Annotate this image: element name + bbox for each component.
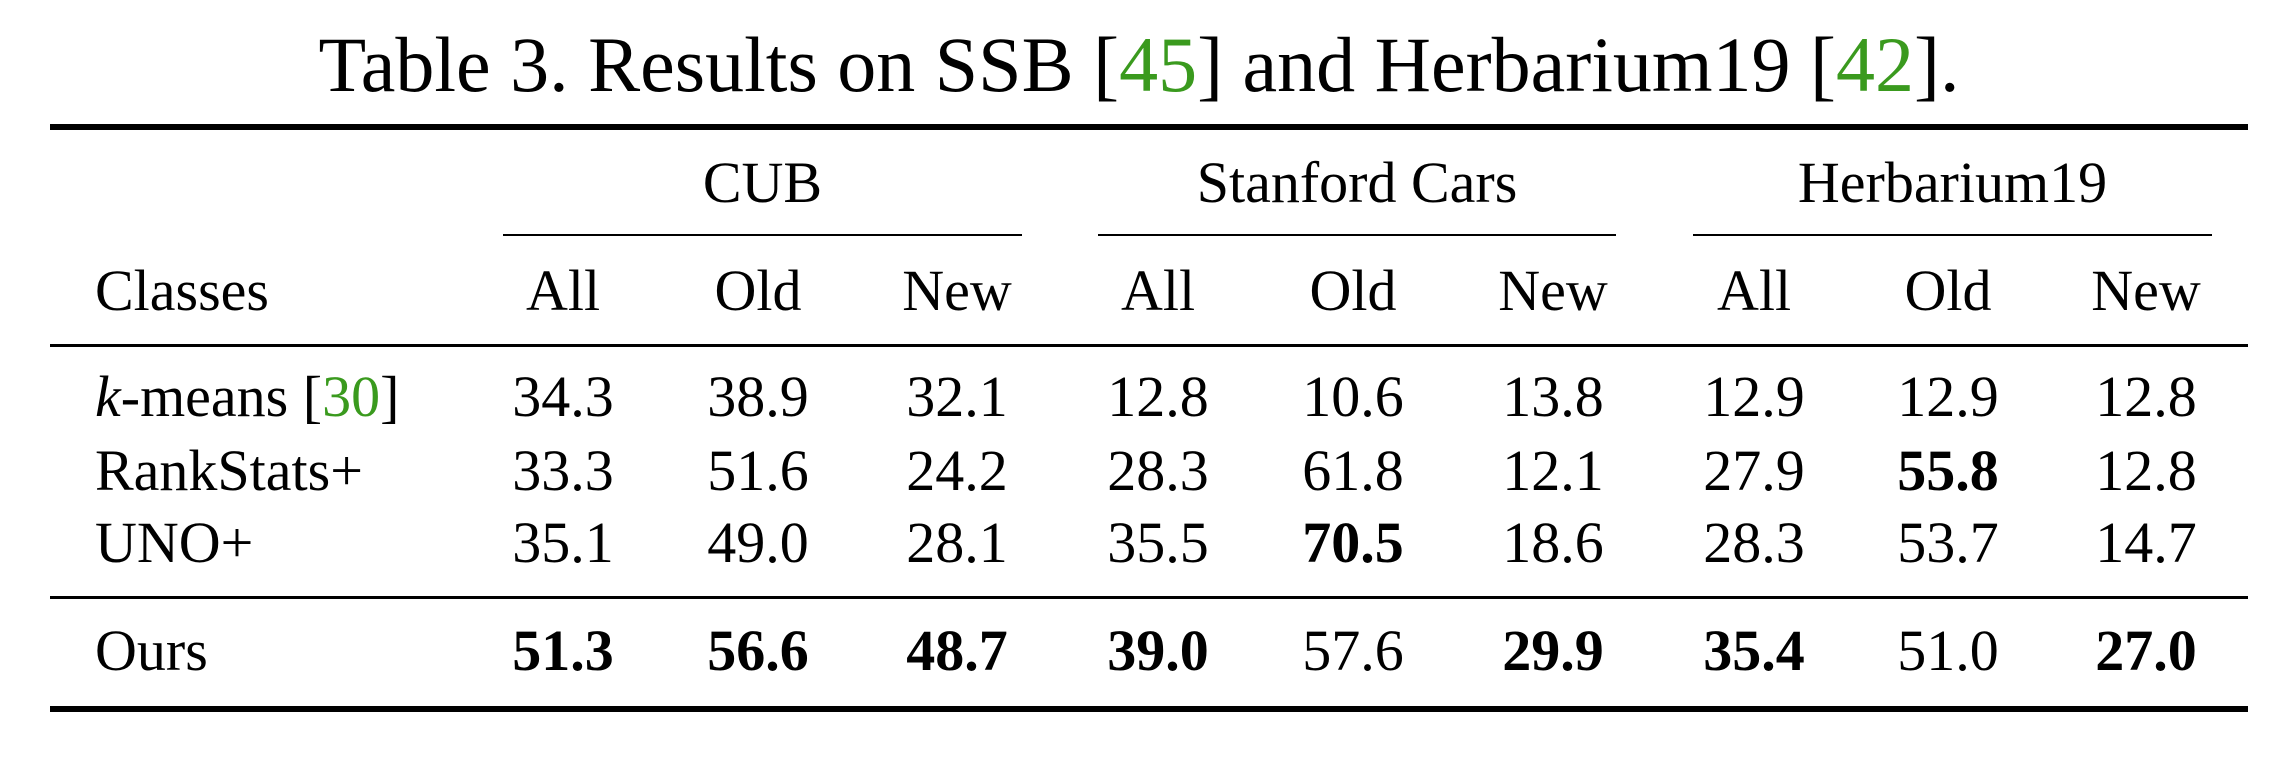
table-cell: 35.1	[512, 510, 614, 575]
column-header: All	[525, 258, 601, 323]
table-cell: 13.8	[1502, 364, 1604, 429]
table-cell: 49.0	[707, 510, 809, 575]
table-caption: Table 3. Results on SSB [45] and Herbari…	[0, 20, 2278, 110]
column-header: New	[2091, 258, 2201, 323]
group-underline	[1098, 234, 1616, 236]
column-header: Old	[1309, 258, 1397, 323]
table-cell: 61.8	[1302, 438, 1404, 503]
method-name-text: UNO+	[95, 510, 254, 575]
table-cell: 34.3	[512, 364, 614, 429]
caption-suffix: ].	[1914, 21, 1960, 108]
method-name: RankStats+	[95, 436, 363, 506]
method-name-text: RankStats+	[95, 438, 363, 503]
table-bottom-rule	[50, 706, 2248, 712]
method-name-text: Ours	[95, 618, 208, 683]
table-cell: 51.3	[512, 618, 614, 683]
column-header: All	[1120, 258, 1196, 323]
citation-link[interactable]: 42	[1836, 21, 1915, 108]
method-name: k-means [30]	[95, 362, 399, 432]
table-cell: 56.6	[707, 618, 809, 683]
group-underline	[1693, 234, 2212, 236]
caption-prefix: Table 3. Results on SSB [	[318, 21, 1120, 108]
group-header: Herbarium19	[1797, 150, 2108, 215]
table-cell: 57.6	[1302, 618, 1404, 683]
citation-link[interactable]: 45	[1119, 21, 1198, 108]
table-cell: 28.1	[906, 510, 1008, 575]
group-header: Stanford Cars	[1196, 150, 1518, 215]
table-cell: 12.8	[2095, 438, 2197, 503]
table-cell: 14.7	[2095, 510, 2197, 575]
method-name: Ours	[95, 616, 208, 686]
table-cell: 12.1	[1502, 438, 1604, 503]
table-cell: 29.9	[1502, 618, 1604, 683]
table-cell: 51.0	[1897, 618, 1999, 683]
table-cell: 38.9	[707, 364, 809, 429]
column-header: All	[1716, 258, 1792, 323]
column-header: Old	[1904, 258, 1992, 323]
table-cell: 12.9	[1703, 364, 1805, 429]
table-cell: 32.1	[906, 364, 1008, 429]
column-header: Old	[714, 258, 802, 323]
table-cell: 48.7	[906, 618, 1008, 683]
table-cell: 24.2	[906, 438, 1008, 503]
table-cell: 10.6	[1302, 364, 1404, 429]
table-cell: 12.9	[1897, 364, 1999, 429]
table-cell: 55.8	[1897, 438, 1999, 503]
method-name-italic: k	[95, 364, 121, 429]
table-cell: 51.6	[707, 438, 809, 503]
table-cell: 70.5	[1302, 510, 1404, 575]
column-header: New	[1498, 258, 1608, 323]
caption-middle: ] and Herbarium19 [	[1197, 21, 1837, 108]
header-bottom-rule	[50, 344, 2248, 347]
table-cell: 28.3	[1107, 438, 1209, 503]
method-name: UNO+	[95, 508, 253, 578]
group-underline	[503, 234, 1022, 236]
method-name-text: ]	[380, 364, 400, 429]
table-cell: 28.3	[1703, 510, 1805, 575]
table-cell: 12.8	[2095, 364, 2197, 429]
row-header-label: Classes	[95, 258, 269, 323]
group-header: CUB	[702, 150, 823, 215]
table-cell: 35.5	[1107, 510, 1209, 575]
table-cell: 18.6	[1502, 510, 1604, 575]
table-cell: 12.8	[1107, 364, 1209, 429]
method-name-text: -means [	[120, 364, 323, 429]
table-cell: 27.0	[2095, 618, 2197, 683]
table-cell: 35.4	[1703, 618, 1805, 683]
results-separator-rule	[50, 596, 2248, 599]
table-cell: 33.3	[512, 438, 614, 503]
column-header: New	[902, 258, 1012, 323]
citation-link[interactable]: 30	[322, 364, 381, 429]
table-top-rule	[50, 124, 2248, 130]
table-cell: 27.9	[1703, 438, 1805, 503]
table-cell: 39.0	[1107, 618, 1209, 683]
table-cell: 53.7	[1897, 510, 1999, 575]
